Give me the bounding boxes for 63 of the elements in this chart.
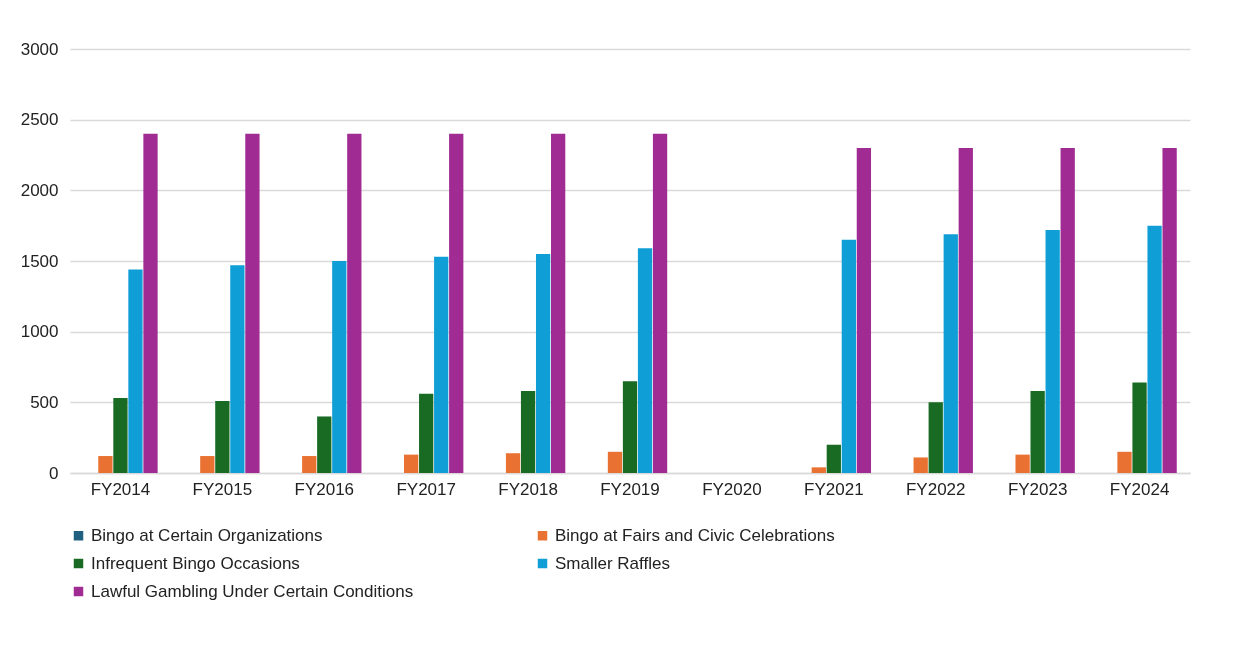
bar	[811, 467, 826, 473]
bar	[505, 453, 521, 473]
bar	[200, 456, 215, 473]
bar	[245, 133, 260, 473]
y-tick-label: 2500	[20, 110, 59, 130]
bar	[1030, 391, 1045, 473]
bar	[98, 456, 113, 473]
bar	[347, 133, 362, 473]
x-tick-label: FY2014	[90, 479, 151, 499]
legend-label: Smaller Raffles	[555, 553, 670, 573]
y-tick-label: 3000	[20, 39, 59, 59]
y-tick-label: 1500	[20, 251, 59, 271]
bar	[622, 381, 638, 473]
bar	[607, 451, 623, 473]
x-tick-label: FY2017	[396, 479, 456, 499]
bar	[520, 391, 536, 473]
bar	[113, 398, 128, 473]
bar	[1132, 382, 1147, 473]
legend-label: Infrequent Bingo Occasions	[91, 553, 300, 573]
bar	[128, 269, 143, 473]
x-tick-label: FY2021	[804, 479, 864, 499]
bar	[551, 133, 566, 473]
bar	[826, 444, 841, 473]
legend-label: Bingo at Fairs and Civic Celebrations	[555, 525, 835, 545]
bar	[302, 456, 317, 473]
bar	[913, 457, 928, 473]
bar	[856, 147, 872, 473]
bar	[317, 416, 332, 473]
bar	[230, 265, 245, 473]
y-tick-label: 2000	[20, 180, 59, 200]
bar	[1015, 454, 1030, 473]
bar	[404, 454, 419, 473]
bar	[943, 234, 958, 473]
bar	[958, 147, 973, 473]
x-tick-label: FY2023	[1007, 479, 1068, 499]
bar	[1162, 147, 1177, 473]
x-tick-label: FY2018	[498, 479, 558, 499]
bar	[434, 256, 449, 473]
bar	[1060, 147, 1075, 473]
bar	[1147, 225, 1162, 473]
bar	[1045, 229, 1060, 473]
bar	[1117, 451, 1132, 473]
y-tick-label: 1000	[20, 322, 59, 342]
bar	[652, 133, 668, 473]
bar	[449, 133, 464, 473]
y-tick-label: 0	[49, 463, 59, 483]
x-tick-label: FY2024	[1109, 479, 1170, 499]
bar	[215, 400, 230, 473]
bar	[928, 402, 943, 473]
bar	[332, 261, 347, 473]
x-tick-label: FY2015	[192, 479, 253, 499]
y-tick-label: 500	[30, 392, 59, 412]
bar	[841, 239, 856, 473]
bar	[419, 393, 434, 473]
bar	[535, 253, 551, 473]
x-tick-label: FY2022	[905, 479, 966, 499]
legend-label: Lawful Gambling Under Certain Conditions	[91, 581, 414, 601]
x-tick-label: FY2020	[702, 479, 762, 499]
bar	[143, 133, 158, 473]
bar	[637, 248, 653, 473]
x-tick-label: FY2016	[294, 479, 355, 499]
legend-label: Bingo at Certain Organizations	[91, 525, 323, 545]
x-tick-label: FY2019	[600, 479, 660, 499]
